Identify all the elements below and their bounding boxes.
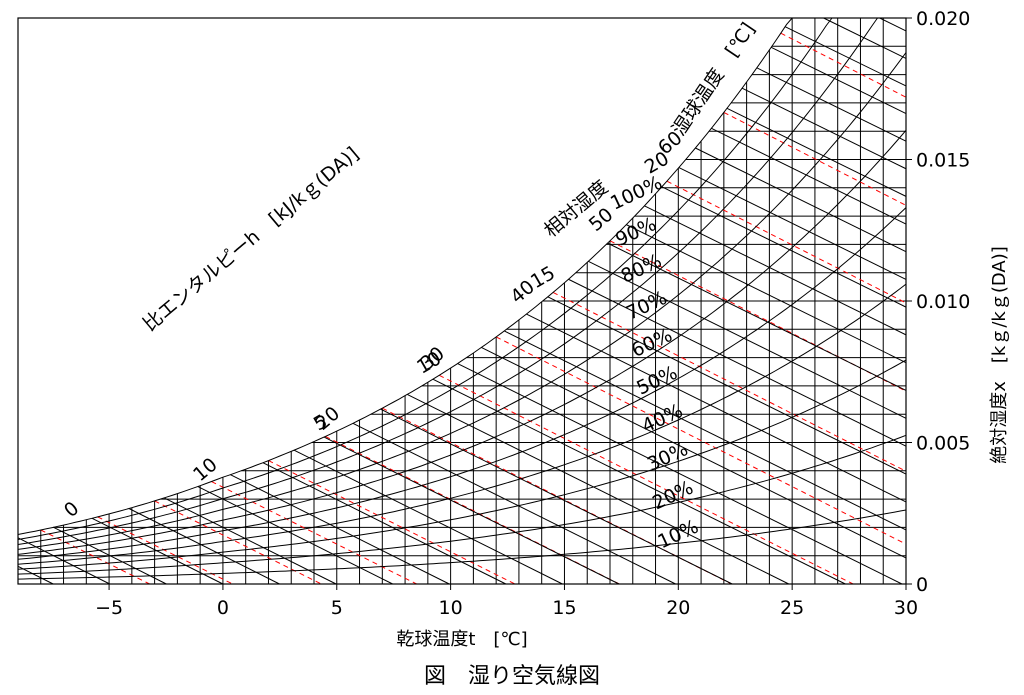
enthalpy-line — [568, 278, 907, 447]
rh-curve-20 — [17, 434, 907, 575]
rh-curve-90 — [17, 17, 833, 540]
x-tick-label: 25 — [780, 597, 804, 619]
enthalpy-line — [91, 517, 224, 585]
enthalpy-line — [457, 363, 903, 585]
wet-bulb-line — [495, 336, 907, 545]
x-tick-label: 15 — [552, 597, 576, 619]
x-tick-label: 30 — [894, 597, 918, 619]
rh-curve-80 — [17, 17, 878, 545]
enthalpy-line — [323, 436, 620, 585]
enthalpy-line — [262, 462, 507, 585]
enthalpy-line — [879, 17, 907, 32]
enthalpy-label: 10 — [189, 454, 222, 486]
wet-bulb-line — [268, 460, 516, 585]
enthalpy-line — [293, 449, 563, 585]
rh-curve-60 — [17, 129, 907, 555]
y-tick-label: 0.020 — [916, 8, 970, 30]
rh-label: 100% — [607, 172, 666, 215]
enthalpy-line — [741, 87, 907, 170]
enthalpy-lines — [17, 17, 907, 585]
y-tick-label: 0.005 — [916, 433, 970, 455]
enthalpy-line — [526, 313, 907, 503]
rh-curve-10 — [17, 509, 907, 580]
enthalpy-line — [432, 378, 846, 585]
enthalpy-line — [770, 46, 907, 115]
rh-label: 80% — [618, 250, 666, 288]
enthalpy-line — [726, 107, 907, 197]
enthalpy-line — [588, 260, 907, 419]
y-tick-label: 0.010 — [916, 291, 970, 313]
relative-humidity-curves — [17, 17, 907, 584]
enthalpy-line — [352, 422, 676, 585]
wet-bulb-line — [723, 111, 907, 206]
enthalpy-line — [661, 186, 907, 308]
y-axis-title: 絶対湿度x [kｇ/kｇ(DA)] — [989, 246, 1010, 464]
enthalpy-line — [504, 330, 907, 531]
enthalpy-line — [547, 296, 907, 475]
x-axis-title: 乾球温度t [℃] — [396, 629, 527, 650]
x-tick-label: 10 — [439, 597, 463, 619]
enthalpy-label: 0 — [60, 497, 83, 522]
figure-caption: 図 湿り空気線図 — [424, 664, 600, 689]
enthalpy-line — [678, 167, 907, 280]
rh-label: 20% — [649, 477, 697, 515]
x-tick-label: 0 — [217, 597, 229, 619]
wet-bulb-line — [154, 500, 322, 585]
rh-curve-50 — [17, 207, 907, 560]
rh-curve-100 — [17, 17, 793, 535]
x-tick-label: 5 — [331, 597, 343, 619]
enthalpy-title: 比エンタルピーh [kJ/kｇ(DA)] — [139, 143, 363, 336]
rh-curve-70 — [17, 52, 907, 550]
enthalpy-line — [784, 26, 907, 87]
enthalpy-line — [607, 242, 907, 391]
rh-curve-40 — [17, 283, 907, 565]
rh-label: 40% — [639, 400, 687, 438]
rh-label: 30% — [644, 438, 692, 476]
x-axis-ticks: −5 0 5 10 15 20 25 30 — [95, 584, 918, 619]
rh-label: 90% — [612, 213, 660, 251]
wet-bulb-line — [552, 291, 907, 472]
enthalpy-line — [711, 127, 907, 225]
wet-bulb-line — [780, 32, 907, 98]
enthalpy-line — [823, 17, 907, 59]
wet-bulb-title: 湿球温度 [℃] — [668, 19, 760, 140]
x-tick-label: −5 — [95, 597, 123, 619]
enthalpy-line — [163, 497, 337, 585]
enthalpy-line — [128, 508, 280, 585]
wet-bulb-line — [609, 240, 907, 392]
wet-bulb-line — [439, 374, 854, 585]
rh-label: 50% — [633, 362, 681, 400]
enthalpy-line — [695, 147, 907, 253]
wet-bulb-line — [666, 180, 907, 304]
x-tick-label: 20 — [666, 597, 690, 619]
enthalpy-line — [626, 224, 907, 364]
wet-bulb-line — [40, 529, 150, 585]
y-tick-label: 0 — [916, 574, 928, 596]
enthalpy-line — [481, 347, 907, 559]
y-axis-ticks: 0 0.005 0.010 0.015 0.020 — [906, 8, 970, 596]
enthalpy-line — [407, 393, 789, 585]
rh-curve-30 — [17, 359, 907, 570]
enthalpy-line — [230, 474, 450, 585]
y-tick-label: 0.015 — [916, 150, 970, 172]
enthalpy-line — [644, 205, 907, 336]
wet-bulb-line — [97, 516, 233, 585]
enthalpy-line — [756, 67, 907, 142]
